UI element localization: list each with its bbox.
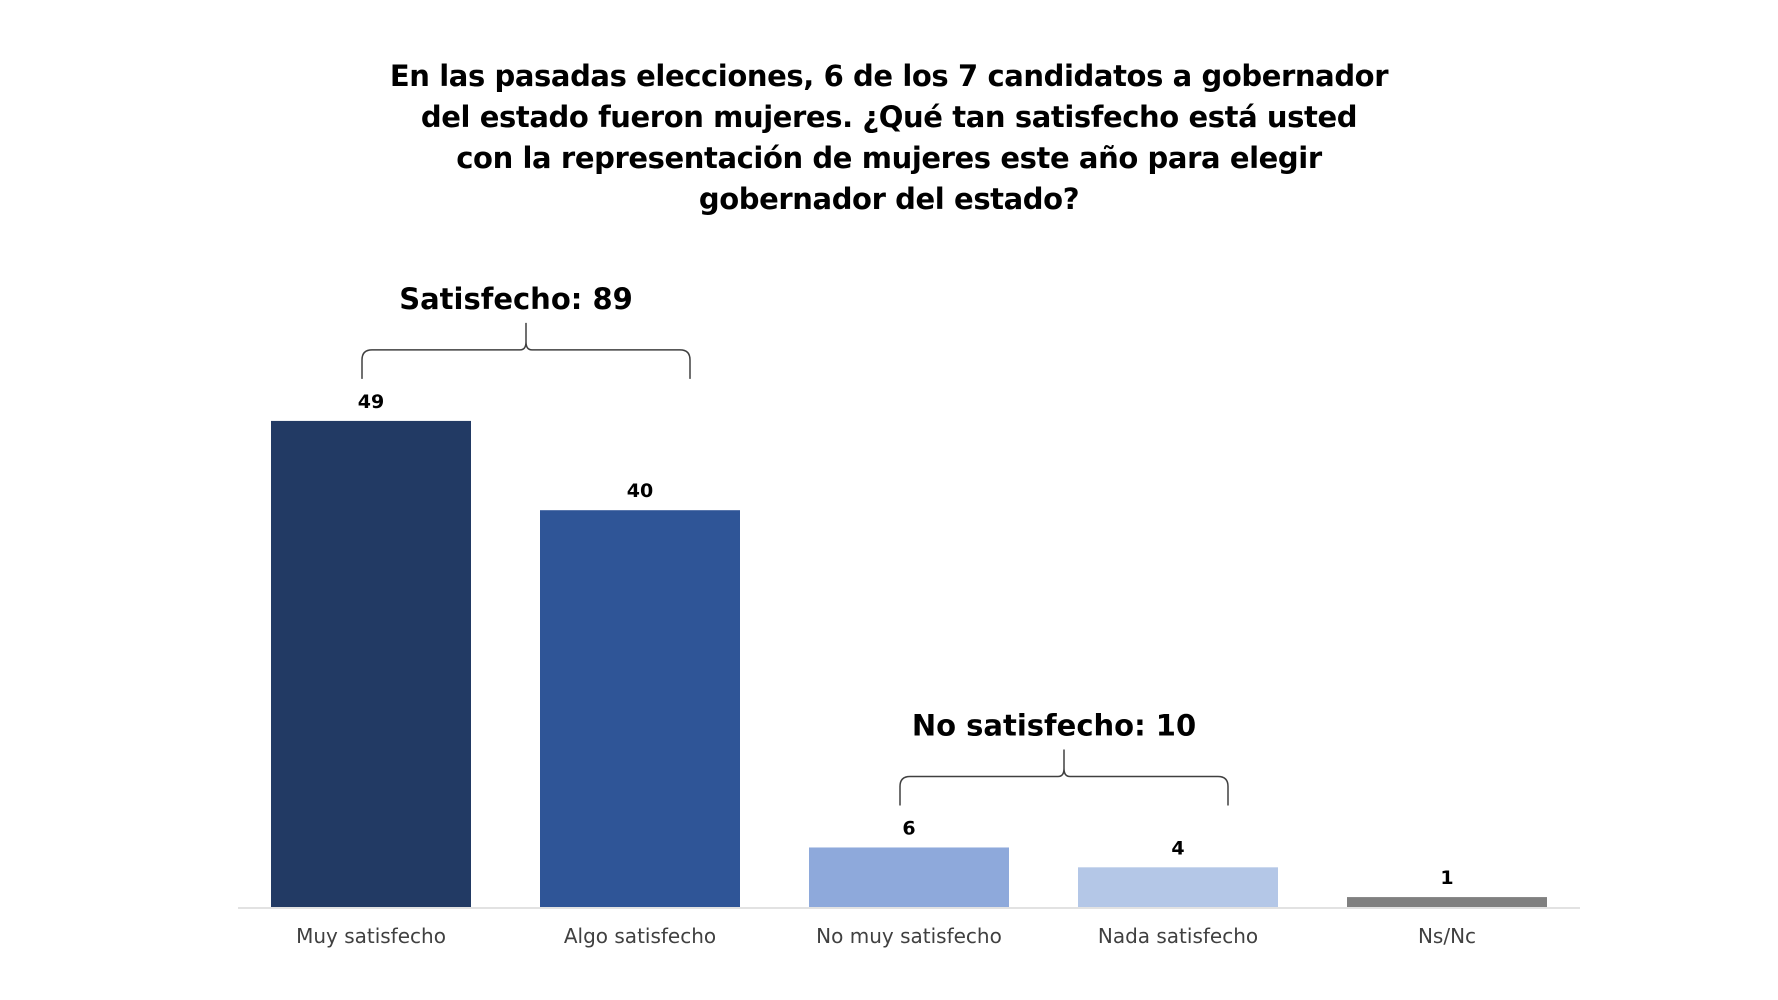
data-label-ns-nc: 1: [1440, 867, 1453, 889]
bar-nada-satisfecho: [1078, 867, 1278, 907]
bar-no-muy-satisfecho: [809, 847, 1009, 907]
category-label-muy-satisfecho: Muy satisfecho: [296, 924, 446, 948]
bracket-2: [899, 749, 1229, 806]
bar-algo-satisfecho: [540, 510, 740, 907]
data-label-no-muy-satisfecho: 6: [902, 817, 915, 839]
data-label-muy-satisfecho: 49: [358, 391, 384, 413]
category-label-no-muy-satisfecho: No muy satisfecho: [816, 924, 1002, 948]
bracket-1: [361, 322, 691, 379]
bracket-annotations: Satisfecho: 89 No satisfecho: 10: [361, 282, 1229, 806]
bar-muy-satisfecho: [271, 420, 471, 907]
chart-title: En las pasadas elecciones, 6 de los 7 ca…: [389, 59, 1389, 216]
data-label-algo-satisfecho: 40: [627, 480, 653, 502]
data-label-nada-satisfecho: 4: [1171, 837, 1184, 859]
bars-group: 49 Muy satisfecho 40 Algo satisfecho 6 No muy…: [271, 391, 1547, 948]
group-label-1: Satisfecho: 89: [399, 282, 633, 316]
category-label-algo-satisfecho: Algo satisfecho: [564, 924, 716, 948]
group-label-2: No satisfecho: 10: [912, 708, 1196, 742]
bar-ns-nc: [1347, 897, 1547, 907]
category-label-ns-nc: Ns/Nc: [1418, 924, 1476, 948]
category-label-nada-satisfecho: Nada satisfecho: [1098, 924, 1258, 948]
